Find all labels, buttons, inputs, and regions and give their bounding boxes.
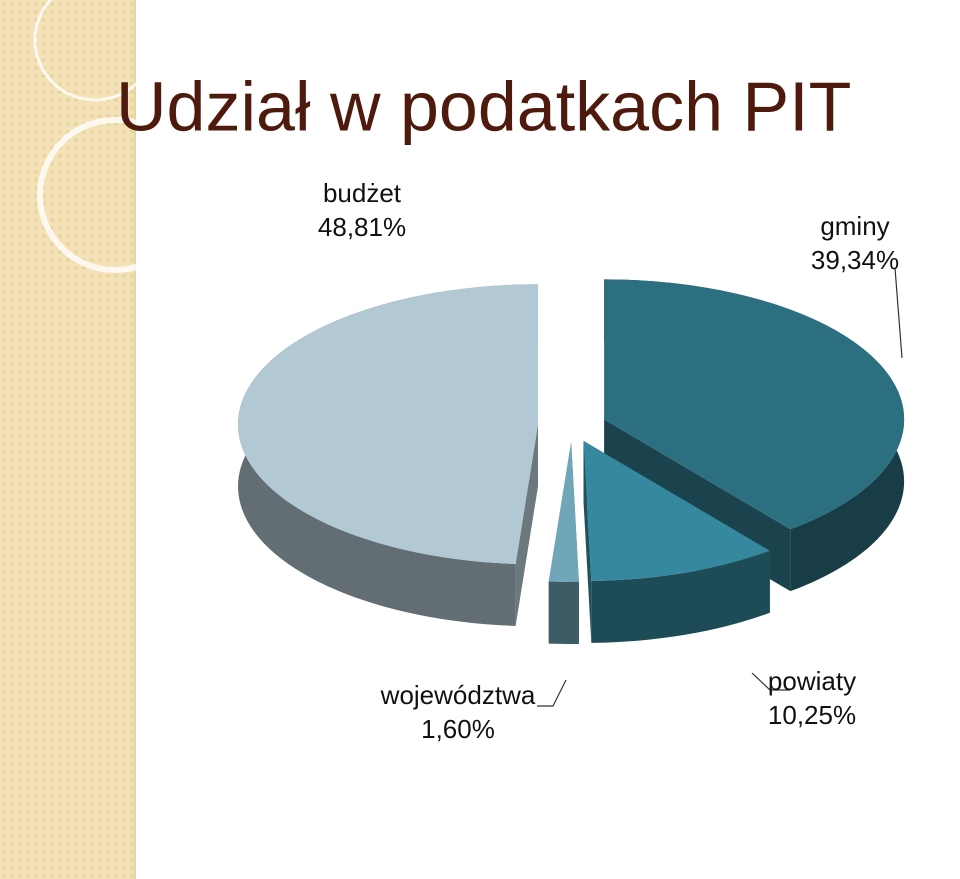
side-strip [0,0,135,879]
category-label: budżet [323,178,402,208]
value-label: 1,60% [421,714,495,744]
category-label: powiaty [768,666,856,696]
slice [238,284,539,564]
chart-title: Udział w podatkach PIT [116,67,851,145]
labels: gminy 39,34% powiaty 10,25% województwa 1,60%… [318,178,903,744]
value-label: 39,34% [811,245,899,275]
value-label: 48,81% [318,212,406,242]
slice-side [591,550,770,643]
value-label: 10,25% [768,700,856,730]
category-label: województwa [380,680,536,710]
deco-circle [37,117,193,273]
category-label: gminy [820,211,889,241]
pie [238,279,905,644]
slice [548,441,579,582]
leader-line [894,267,903,359]
leader-line [751,672,790,691]
slice [604,279,905,530]
slice-side [548,581,579,644]
leader-line [537,679,567,707]
slice-cut-face [515,424,539,626]
deco-circle [33,0,157,102]
slice [583,440,770,581]
slice-cut-face [583,440,592,643]
